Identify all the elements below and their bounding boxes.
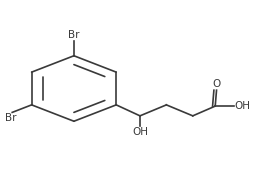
Text: OH: OH [132,127,148,137]
Text: O: O [213,79,221,89]
Text: Br: Br [68,30,80,40]
Text: OH: OH [234,101,251,111]
Text: Br: Br [5,113,17,123]
